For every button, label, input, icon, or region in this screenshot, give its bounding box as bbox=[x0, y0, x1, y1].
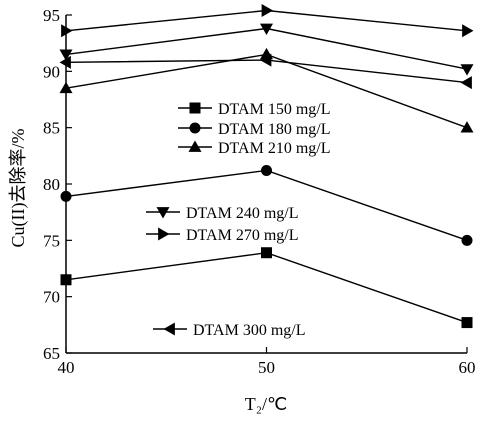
data-point bbox=[460, 64, 474, 76]
data-point bbox=[59, 55, 71, 69]
series-2 bbox=[60, 164, 473, 246]
x-tick-label: 50 bbox=[258, 358, 275, 377]
legend-label: DTAM 270 mg/L bbox=[186, 227, 299, 244]
legend-label: DTAM 300 mg/L bbox=[193, 322, 306, 339]
legend-entry: DTAM 150 mg/L bbox=[178, 101, 331, 118]
y-tick-label: 80 bbox=[43, 175, 60, 194]
x-tick-label: 40 bbox=[58, 358, 75, 377]
legend-entry: DTAM 240 mg/L bbox=[146, 205, 299, 222]
legend-entry: DTAM 300 mg/L bbox=[153, 322, 306, 339]
data-point bbox=[59, 49, 73, 61]
series-5 bbox=[61, 3, 474, 38]
series-4 bbox=[59, 23, 474, 76]
y-tick-label: 90 bbox=[43, 62, 60, 81]
legend-label: DTAM 210 mg/L bbox=[218, 140, 331, 157]
legend-entry: DTAM 210 mg/L bbox=[178, 140, 331, 157]
y-tick-label: 70 bbox=[43, 288, 60, 307]
data-point bbox=[461, 317, 473, 329]
data-point bbox=[261, 247, 272, 259]
data-point bbox=[461, 234, 473, 246]
x-axis-label: T₂/℃ bbox=[245, 394, 288, 414]
legend-label: DTAM 180 mg/L bbox=[218, 121, 331, 138]
y-tick-label: 95 bbox=[43, 6, 60, 25]
data-point bbox=[60, 274, 72, 286]
series-line bbox=[65, 252, 468, 324]
data-point bbox=[260, 23, 273, 36]
y-tick-label: 75 bbox=[43, 231, 60, 250]
legend-marker bbox=[163, 322, 175, 336]
data-point bbox=[61, 24, 73, 38]
series-6 bbox=[59, 53, 472, 90]
legend-marker bbox=[189, 102, 201, 114]
data-point bbox=[460, 121, 474, 133]
legend-label: DTAM 240 mg/L bbox=[186, 205, 299, 222]
x-tick-label: 60 bbox=[459, 358, 476, 377]
legends: DTAM 150 mg/L DTAM 180 mg/L DTAM 210 mg/L D… bbox=[146, 101, 331, 339]
y-tick-label: 65 bbox=[43, 344, 60, 363]
data-point bbox=[60, 190, 72, 202]
series-lines bbox=[59, 3, 474, 329]
series-1 bbox=[60, 247, 473, 329]
legend-marker bbox=[156, 207, 170, 219]
legend-marker bbox=[188, 140, 202, 152]
data-point bbox=[462, 24, 474, 38]
legend-marker bbox=[189, 122, 201, 134]
y-axis-label: Cu(II)去除率/% bbox=[8, 129, 29, 248]
legend-entry: DTAM 270 mg/L bbox=[146, 227, 299, 244]
legend-marker bbox=[158, 227, 170, 241]
data-point bbox=[59, 81, 73, 94]
data-point bbox=[260, 53, 272, 67]
data-point bbox=[261, 3, 273, 17]
axes: 40 50 60 65 70 75 80 85 90 95 bbox=[43, 6, 476, 377]
legend-label: DTAM 150 mg/L bbox=[218, 101, 331, 118]
y-tick-label: 85 bbox=[43, 119, 60, 138]
data-point bbox=[460, 76, 472, 90]
data-point bbox=[261, 164, 272, 176]
legend-entry: DTAM 180 mg/L bbox=[178, 121, 331, 138]
